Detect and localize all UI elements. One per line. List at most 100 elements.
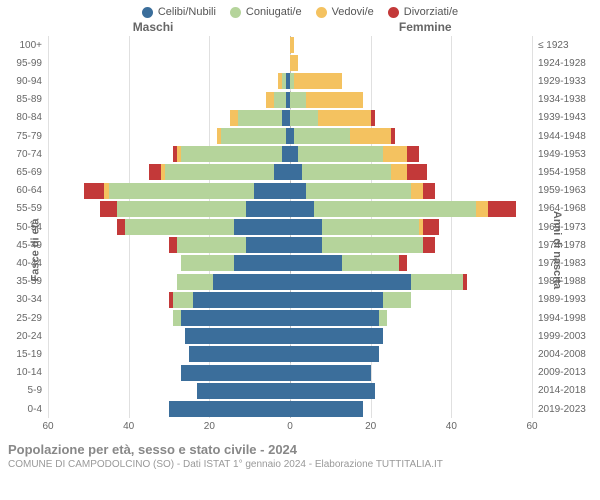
bar-segment	[290, 37, 294, 53]
bar-segment	[290, 401, 363, 417]
bar-segment	[463, 274, 467, 290]
female-bar	[290, 128, 395, 144]
age-label: 85-89	[0, 94, 42, 105]
birth-year-label: 1974-1978	[538, 240, 600, 251]
bar-segment	[379, 310, 387, 326]
female-bar	[290, 55, 298, 71]
bar-segment	[117, 219, 125, 235]
bar-segment	[290, 328, 383, 344]
male-bar	[181, 255, 290, 271]
male-bar	[278, 73, 290, 89]
age-row: 30-341989-1993	[0, 291, 600, 309]
bar-segment	[399, 255, 407, 271]
column-headers: Maschi Femmine	[0, 20, 600, 36]
age-label: 25-29	[0, 313, 42, 324]
bar-segment	[290, 92, 306, 108]
bar-segment	[290, 201, 314, 217]
birth-year-label: 1954-1958	[538, 167, 600, 178]
bar-segment	[173, 292, 193, 308]
birth-year-label: 2014-2018	[538, 385, 600, 396]
birth-year-label: 1964-1968	[538, 203, 600, 214]
female-bar	[290, 401, 363, 417]
female-bar	[290, 383, 375, 399]
age-row: 90-941929-1933	[0, 72, 600, 90]
female-bar	[290, 255, 407, 271]
legend-label: Divorziati/e	[404, 6, 458, 18]
birth-year-label: 1934-1938	[538, 94, 600, 105]
x-tick-label: 60	[526, 421, 537, 432]
birth-year-label: 1979-1983	[538, 258, 600, 269]
bar-segment	[246, 237, 290, 253]
age-label: 70-74	[0, 149, 42, 160]
bar-segment	[109, 183, 254, 199]
bar-segment	[282, 146, 290, 162]
age-row: 15-19 2004-2008	[0, 345, 600, 363]
x-tick-label: 20	[204, 421, 215, 432]
age-label: 75-79	[0, 131, 42, 142]
age-row: 55-591964-1968	[0, 200, 600, 218]
male-bar	[189, 346, 290, 362]
male-bar	[173, 310, 290, 326]
footer: Popolazione per età, sesso e stato civil…	[0, 438, 600, 470]
age-label: 15-19	[0, 349, 42, 360]
male-bar	[100, 201, 290, 217]
bar-segment	[177, 274, 213, 290]
bar-segment	[193, 292, 290, 308]
age-label: 95-99	[0, 58, 42, 69]
age-label: 40-44	[0, 258, 42, 269]
female-bar	[290, 201, 516, 217]
female-bar	[290, 328, 383, 344]
bar-segment	[254, 183, 290, 199]
x-axis: 6040200204060	[0, 418, 600, 438]
male-bar	[217, 128, 290, 144]
birth-year-label: 2004-2008	[538, 349, 600, 360]
bar-segment	[84, 183, 104, 199]
age-row: 70-741949-1953	[0, 145, 600, 163]
female-bar	[290, 164, 427, 180]
bar-segment	[290, 237, 322, 253]
male-bar	[117, 219, 290, 235]
bar-segment	[383, 146, 407, 162]
bar-segment	[290, 146, 298, 162]
bar-segment	[181, 310, 290, 326]
bar-segment	[391, 128, 395, 144]
bar-segment	[274, 92, 286, 108]
bar-segment	[423, 219, 439, 235]
bar-segment	[185, 328, 290, 344]
age-row: 80-841939-1943	[0, 109, 600, 127]
birth-year-label: ≤ 1923	[538, 40, 600, 51]
bar-segment	[234, 255, 290, 271]
age-row: 75-791944-1948	[0, 127, 600, 145]
bar-segment	[371, 110, 375, 126]
birth-year-label: 1984-1988	[538, 276, 600, 287]
bar-segment	[476, 201, 488, 217]
age-label: 10-14	[0, 367, 42, 378]
bar-segment	[290, 274, 411, 290]
bar-segment	[391, 164, 407, 180]
age-row: 25-291994-1998	[0, 309, 600, 327]
header-male: Maschi	[133, 20, 174, 34]
bar-segment	[117, 201, 246, 217]
bar-segment	[238, 110, 282, 126]
age-row: 65-69 1954-1958	[0, 163, 600, 181]
age-label: 65-69	[0, 167, 42, 178]
bar-segment	[213, 274, 290, 290]
bar-segment	[342, 255, 398, 271]
female-bar	[290, 146, 419, 162]
bar-segment	[350, 128, 390, 144]
bar-segment	[234, 219, 290, 235]
female-bar	[290, 292, 411, 308]
female-bar	[290, 73, 342, 89]
legend-swatch	[316, 7, 327, 18]
bar-segment	[298, 146, 383, 162]
bar-segment	[294, 128, 350, 144]
bar-segment	[282, 110, 290, 126]
bar-segment	[306, 92, 362, 108]
age-label: 20-24	[0, 331, 42, 342]
age-label: 60-64	[0, 185, 42, 196]
age-row: 10-142009-2013	[0, 364, 600, 382]
legend-swatch	[230, 7, 241, 18]
bar-segment	[165, 164, 274, 180]
legend-item: Coniugati/e	[230, 6, 302, 18]
female-bar	[290, 219, 439, 235]
